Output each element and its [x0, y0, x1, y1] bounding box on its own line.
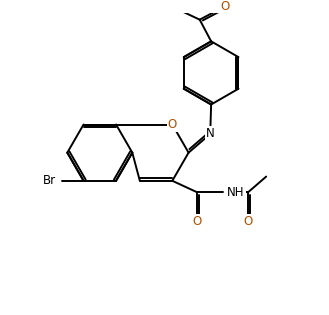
Text: O: O	[168, 118, 177, 131]
Text: O: O	[243, 215, 253, 228]
Text: O: O	[220, 0, 230, 13]
Text: NH: NH	[227, 186, 244, 199]
Text: Br: Br	[43, 174, 57, 187]
Text: O: O	[192, 215, 202, 228]
Text: N: N	[206, 128, 215, 140]
